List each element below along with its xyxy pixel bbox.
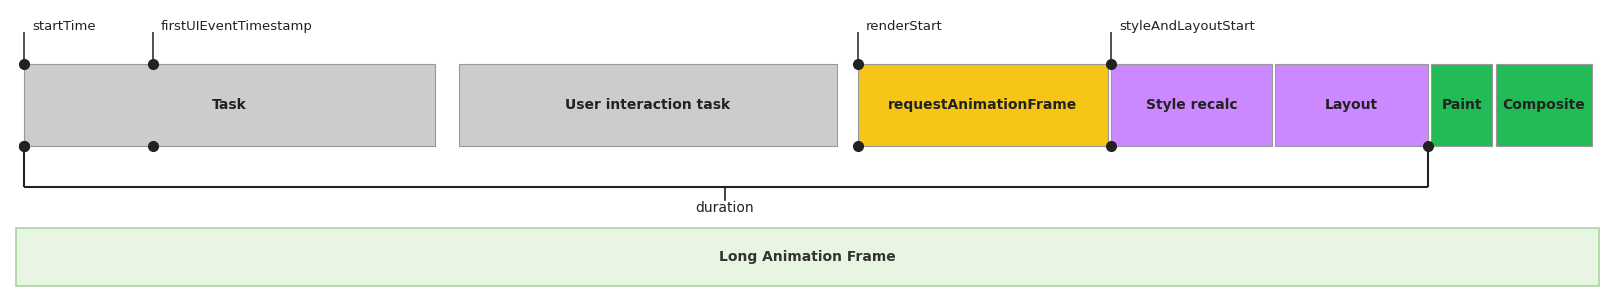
Text: Task: Task (213, 98, 246, 112)
FancyBboxPatch shape (1275, 64, 1428, 146)
FancyBboxPatch shape (459, 64, 837, 146)
FancyBboxPatch shape (858, 64, 1108, 146)
FancyBboxPatch shape (1111, 64, 1272, 146)
Text: Paint: Paint (1441, 98, 1483, 112)
Text: Style recalc: Style recalc (1146, 98, 1236, 112)
Text: firstUIEventTimestamp: firstUIEventTimestamp (161, 20, 312, 34)
Text: renderStart: renderStart (866, 20, 943, 34)
FancyBboxPatch shape (1496, 64, 1592, 146)
Text: startTime: startTime (32, 20, 97, 34)
Text: styleAndLayoutStart: styleAndLayoutStart (1119, 20, 1254, 34)
Text: Layout: Layout (1325, 98, 1378, 112)
Text: duration: duration (696, 201, 753, 215)
FancyBboxPatch shape (16, 228, 1599, 286)
Text: Long Animation Frame: Long Animation Frame (720, 250, 895, 264)
FancyBboxPatch shape (1431, 64, 1492, 146)
FancyBboxPatch shape (24, 64, 435, 146)
Text: User interaction task: User interaction task (565, 98, 731, 112)
Text: Composite: Composite (1502, 98, 1586, 112)
Text: requestAnimationFrame: requestAnimationFrame (889, 98, 1077, 112)
